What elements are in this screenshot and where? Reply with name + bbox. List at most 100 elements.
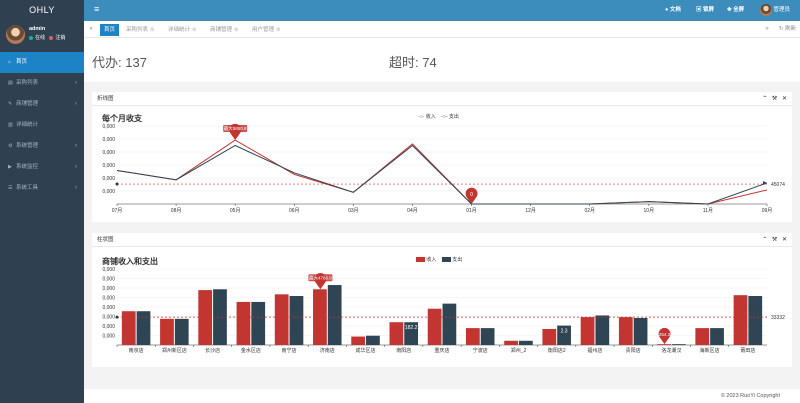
tab-detail-stats[interactable]: 详细统计 ⊗: [164, 24, 201, 36]
top-avatar: [760, 3, 772, 16]
chart-legend[interactable]: -○- 收入 -○- 支出: [418, 113, 459, 120]
x-tick-label: 04月: [407, 208, 418, 214]
online-label: 在线: [35, 35, 46, 41]
logout-link[interactable]: 注销: [55, 35, 66, 41]
bar-income: [733, 295, 748, 345]
tab-shop-management[interactable]: 商铺管理 ⊗: [206, 24, 243, 36]
sidebar-item-shop-management[interactable]: ✎ 商铺管理 ‹: [0, 94, 84, 115]
sidebar-item-purchase-list[interactable]: ▤ 采购列表 ‹: [0, 73, 84, 94]
tabs-scroll-left-icon[interactable]: «: [89, 26, 93, 32]
y-tick-label: 0,000: [102, 334, 115, 340]
bar-expense: [213, 289, 227, 345]
user-menu[interactable]: 管理员: [760, 0, 790, 21]
close-icon[interactable]: ⊗: [276, 27, 281, 33]
min-label: 0: [470, 192, 473, 198]
x-tick-label: 郑州_2: [511, 347, 527, 354]
bar-expense: [671, 344, 686, 345]
bar-income: [160, 318, 174, 345]
bar-income: [236, 301, 251, 345]
online-dot-icon: [29, 35, 33, 40]
wrench-icon[interactable]: ⚒: [771, 96, 778, 102]
close-icon[interactable]: ✕: [781, 237, 787, 243]
x-tick-label: 郑州新区店: [162, 347, 187, 354]
bar-income: [427, 308, 442, 345]
x-tick-label: 12月: [525, 208, 536, 214]
question-icon: ●: [665, 7, 669, 13]
fullscreen-link[interactable]: ✥ 全屏: [727, 0, 744, 21]
docs-link[interactable]: ● 文档: [665, 0, 681, 21]
chevron-left-icon: ‹: [75, 80, 77, 86]
todo-label: 代办:: [92, 55, 122, 70]
close-icon[interactable]: ✕: [781, 96, 787, 102]
tabs-scroll-right-icon[interactable]: »: [765, 26, 769, 32]
bar-expense: [251, 301, 266, 345]
lock-icon: ▣: [696, 7, 702, 13]
sidebar-item-system-monitor[interactable]: ▶ 系统监控 ‹: [0, 157, 84, 178]
tab-home[interactable]: 首页: [100, 24, 120, 36]
chart-legend[interactable]: 收入 支出: [416, 256, 462, 263]
x-tick-label: 长沙店: [205, 347, 220, 354]
collapse-icon[interactable]: ⌃: [762, 96, 768, 102]
tab-label: 首页: [104, 27, 116, 33]
line-chart[interactable]: 0,000 0,000 0,000 0,000 0,000 0,000 07月 08月 05月 0…: [92, 120, 792, 220]
collapse-icon[interactable]: ⌃: [762, 237, 768, 243]
x-tick-label: 03月: [348, 208, 359, 214]
bar-income: [580, 317, 595, 345]
refresh-button[interactable]: ↻ 刷新: [779, 21, 796, 38]
legend-expense: 支出: [448, 114, 459, 120]
mark-line-label: 45074: [771, 182, 785, 188]
gear-icon: ⚙: [8, 143, 13, 149]
y-tick-label: 0,000: [102, 189, 115, 195]
y-tick-label: 0,000: [102, 277, 115, 283]
close-icon[interactable]: ⊗: [150, 27, 155, 33]
sidebar-item-label: 商铺管理: [16, 101, 39, 107]
x-tick-label: 莆田店: [740, 347, 755, 354]
max-label-bg: [308, 274, 333, 282]
sidebar-item-label: 首页: [16, 59, 28, 65]
panel-title: 柱状图: [97, 237, 114, 243]
bar-chart[interactable]: 0,000 0,000 0,000 0,000 0,000 0,000 0,000 0,000…: [92, 265, 792, 365]
panel-tools: ⌃ ⚒ ✕: [762, 233, 787, 247]
panel-header: 折线图 ⌃ ⚒ ✕: [92, 92, 792, 106]
tab-user-management[interactable]: 用户管理 ⊗: [248, 24, 285, 36]
x-tick-label: 南阳店: [396, 347, 411, 354]
mark-line-start: [115, 315, 119, 319]
max-label-bg: [223, 125, 248, 133]
legend-expense-icon: [441, 257, 451, 263]
lock-screen-link[interactable]: ▣ 锁屏: [696, 0, 714, 21]
bar-expense: [174, 318, 189, 345]
tab-label: 详细统计: [168, 27, 191, 33]
lock-label: 锁屏: [703, 7, 715, 13]
legend-income: 收入: [425, 114, 436, 120]
menu-toggle-icon[interactable]: ≡: [94, 4, 100, 14]
list-icon: ▤: [8, 80, 13, 86]
app-brand[interactable]: OHLY: [0, 0, 84, 21]
avatar[interactable]: [6, 25, 25, 44]
top-user-name: 管理员: [773, 7, 791, 13]
sidebar-item-detail-stats[interactable]: ▥ 详细统计: [0, 115, 84, 136]
wrench-icon[interactable]: ⚒: [771, 237, 778, 243]
sidebar-item-label: 详细统计: [16, 122, 39, 128]
close-icon[interactable]: ⊗: [192, 27, 197, 33]
timeout-stat: 超时: 74: [389, 52, 437, 71]
bar-expense: [442, 303, 457, 345]
chevron-left-icon: ‹: [75, 185, 77, 191]
bar-income: [274, 294, 289, 345]
user-profile: admin 在线 注销: [0, 21, 84, 50]
sidebar-item-system-tools[interactable]: ☰ 系统工具 ‹: [0, 178, 84, 199]
bars-icon: ☰: [8, 185, 13, 191]
sidebar-item-system-management[interactable]: ⚙ 系统管理 ‹: [0, 136, 84, 157]
tab-purchase-list[interactable]: 采购列表 ⊗: [122, 24, 159, 36]
y-tick-label: 0,000: [102, 150, 115, 156]
sidebar-item-home[interactable]: ⌂ 首页: [0, 52, 84, 73]
x-tick-label: 海新区店: [700, 347, 720, 354]
fullscreen-label: 全屏: [733, 7, 745, 13]
legend-expense: 支出: [452, 257, 463, 263]
x-tick-label: 洛龙潮汉: [661, 347, 681, 354]
tab-label: 用户管理: [252, 27, 275, 33]
bar-expense: [518, 340, 533, 345]
y-tick-label: 0,000: [102, 124, 115, 130]
video-icon: ▶: [8, 164, 12, 170]
chart-icon: ▥: [8, 122, 13, 128]
close-icon[interactable]: ⊗: [234, 27, 239, 33]
